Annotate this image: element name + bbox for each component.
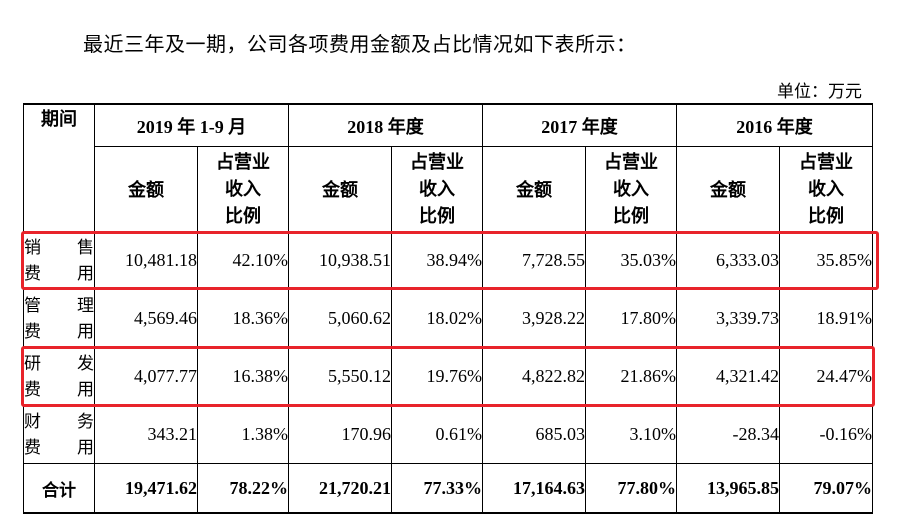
ratio-cell: 24.47%: [779, 347, 873, 406]
total-amount-cell: 21,720.21: [288, 463, 392, 514]
ratio-cell: 3.10%: [585, 405, 677, 464]
row-label: 管理 费用: [23, 289, 95, 348]
total-label: 合计: [23, 463, 95, 514]
intro-text: 最近三年及一期，公司各项费用金额及占比情况如下表所示：: [83, 32, 637, 56]
ratio-header-line: 占营业: [604, 151, 658, 173]
amount-cell: 343.21: [94, 405, 198, 464]
row-label: 研发 费用: [23, 347, 95, 406]
total-amount-cell: 13,965.85: [676, 463, 780, 514]
amount-cell: 5,550.12: [288, 347, 392, 406]
expense-table: 期间 2019 年 1-9 月 2018 年度 2017 年度 2016 年度 …: [23, 103, 873, 514]
amount-cell: -28.34: [676, 405, 780, 464]
ratio-header-line: 占营业: [799, 151, 853, 173]
amount-cell: 4,822.82: [482, 347, 586, 406]
period-header: 期间: [23, 103, 95, 232]
unit-label: 单位：万元: [777, 82, 862, 102]
year-header: 2018 年度: [288, 103, 483, 147]
ratio-header: 占营业 收入 比例: [391, 146, 483, 232]
table-row: 财务费用 343.21 1.38% 170.96 0.61% 685.03 3.10% -28…: [23, 405, 873, 464]
amount-cell: 4,321.42: [676, 347, 780, 406]
total-ratio-cell: 78.22%: [197, 463, 289, 514]
ratio-header-line: 占营业: [410, 151, 464, 173]
row-label-line: 费用: [24, 321, 94, 342]
amount-header: 金额: [94, 146, 198, 232]
row-label-line: 销售: [24, 237, 94, 258]
row-label-line: 管理: [24, 295, 94, 316]
amount-cell: 5,060.62: [288, 289, 392, 348]
amount-cell: 3,339.73: [676, 289, 780, 348]
ratio-header-line: 收入: [225, 178, 261, 200]
amount-cell: 10,938.51: [288, 231, 392, 290]
ratio-cell: -0.16%: [779, 405, 873, 464]
ratio-header-line: 比例: [225, 205, 261, 227]
amount-cell: 10,481.18: [94, 231, 198, 290]
ratio-cell: 18.91%: [779, 289, 873, 348]
ratio-cell: 18.02%: [391, 289, 483, 348]
row-label-line: 研发: [24, 353, 94, 374]
year-header: 2019 年 1-9 月: [94, 103, 289, 147]
total-row: 合计 19,471.62 78.22% 21,720.21 77.33% 17,164.6…: [23, 463, 873, 514]
ratio-header: 占营业 收入 比例: [585, 146, 677, 232]
ratio-cell: 19.76%: [391, 347, 483, 406]
subheader-row: 金额 占营业 收入 比例 金额 占营业 收入 比例 金额 占营业 收入 比例 金额 占营业 收入 比例: [24, 146, 873, 232]
amount-header: 金额: [288, 146, 392, 232]
ratio-header-line: 收入: [613, 178, 649, 200]
amount-cell: 685.03: [482, 405, 586, 464]
amount-header: 金额: [676, 146, 780, 232]
ratio-header-line: 占营业: [216, 151, 270, 173]
row-label: 销售 费用: [23, 231, 95, 290]
amount-cell: 4,569.46: [94, 289, 198, 348]
amount-header: 金额: [482, 146, 586, 232]
ratio-header-line: 比例: [808, 205, 844, 227]
total-amount-cell: 19,471.62: [94, 463, 198, 514]
total-ratio-cell: 79.07%: [779, 463, 873, 514]
table-row: 管理费用 4,569.46 18.36% 5,060.62 18.02% 3,928.22…: [23, 289, 873, 348]
ratio-cell: 35.03%: [585, 231, 677, 290]
ratio-header: 占营业 收入 比例: [779, 146, 873, 232]
ratio-cell: 0.61%: [391, 405, 483, 464]
ratio-cell: 35.85%: [779, 231, 873, 290]
row-label-line: 财务: [24, 411, 94, 432]
total-ratio-cell: 77.80%: [585, 463, 677, 514]
ratio-cell: 21.86%: [585, 347, 677, 406]
ratio-cell: 16.38%: [197, 347, 289, 406]
ratio-header: 占营业 收入 比例: [197, 146, 289, 232]
year-header: 2016 年度: [676, 103, 873, 147]
amount-cell: 6,333.03: [676, 231, 780, 290]
ratio-header-line: 比例: [613, 205, 649, 227]
table-row: 销售费用 10,481.18 42.10% 10,938.51 38.94% 7,728.…: [23, 231, 873, 290]
ratio-header-line: 收入: [419, 178, 455, 200]
year-header: 2017 年度: [482, 103, 677, 147]
row-label-line: 费用: [24, 437, 94, 458]
ratio-header-line: 比例: [419, 205, 455, 227]
total-ratio-cell: 77.33%: [391, 463, 483, 514]
row-label-line: 费用: [24, 379, 94, 400]
amount-cell: 7,728.55: [482, 231, 586, 290]
amount-cell: 170.96: [288, 405, 392, 464]
total-amount-cell: 17,164.63: [482, 463, 586, 514]
ratio-cell: 1.38%: [197, 405, 289, 464]
row-label-line: 费用: [24, 263, 94, 284]
row-label: 财务 费用: [23, 405, 95, 464]
table-row: 研发费用 4,077.77 16.38% 5,550.12 19.76% 4,822.82…: [23, 347, 873, 406]
amount-cell: 4,077.77: [94, 347, 198, 406]
ratio-cell: 17.80%: [585, 289, 677, 348]
ratio-cell: 18.36%: [197, 289, 289, 348]
ratio-cell: 42.10%: [197, 231, 289, 290]
ratio-cell: 38.94%: [391, 231, 483, 290]
ratio-header-line: 收入: [808, 178, 844, 200]
amount-cell: 3,928.22: [482, 289, 586, 348]
